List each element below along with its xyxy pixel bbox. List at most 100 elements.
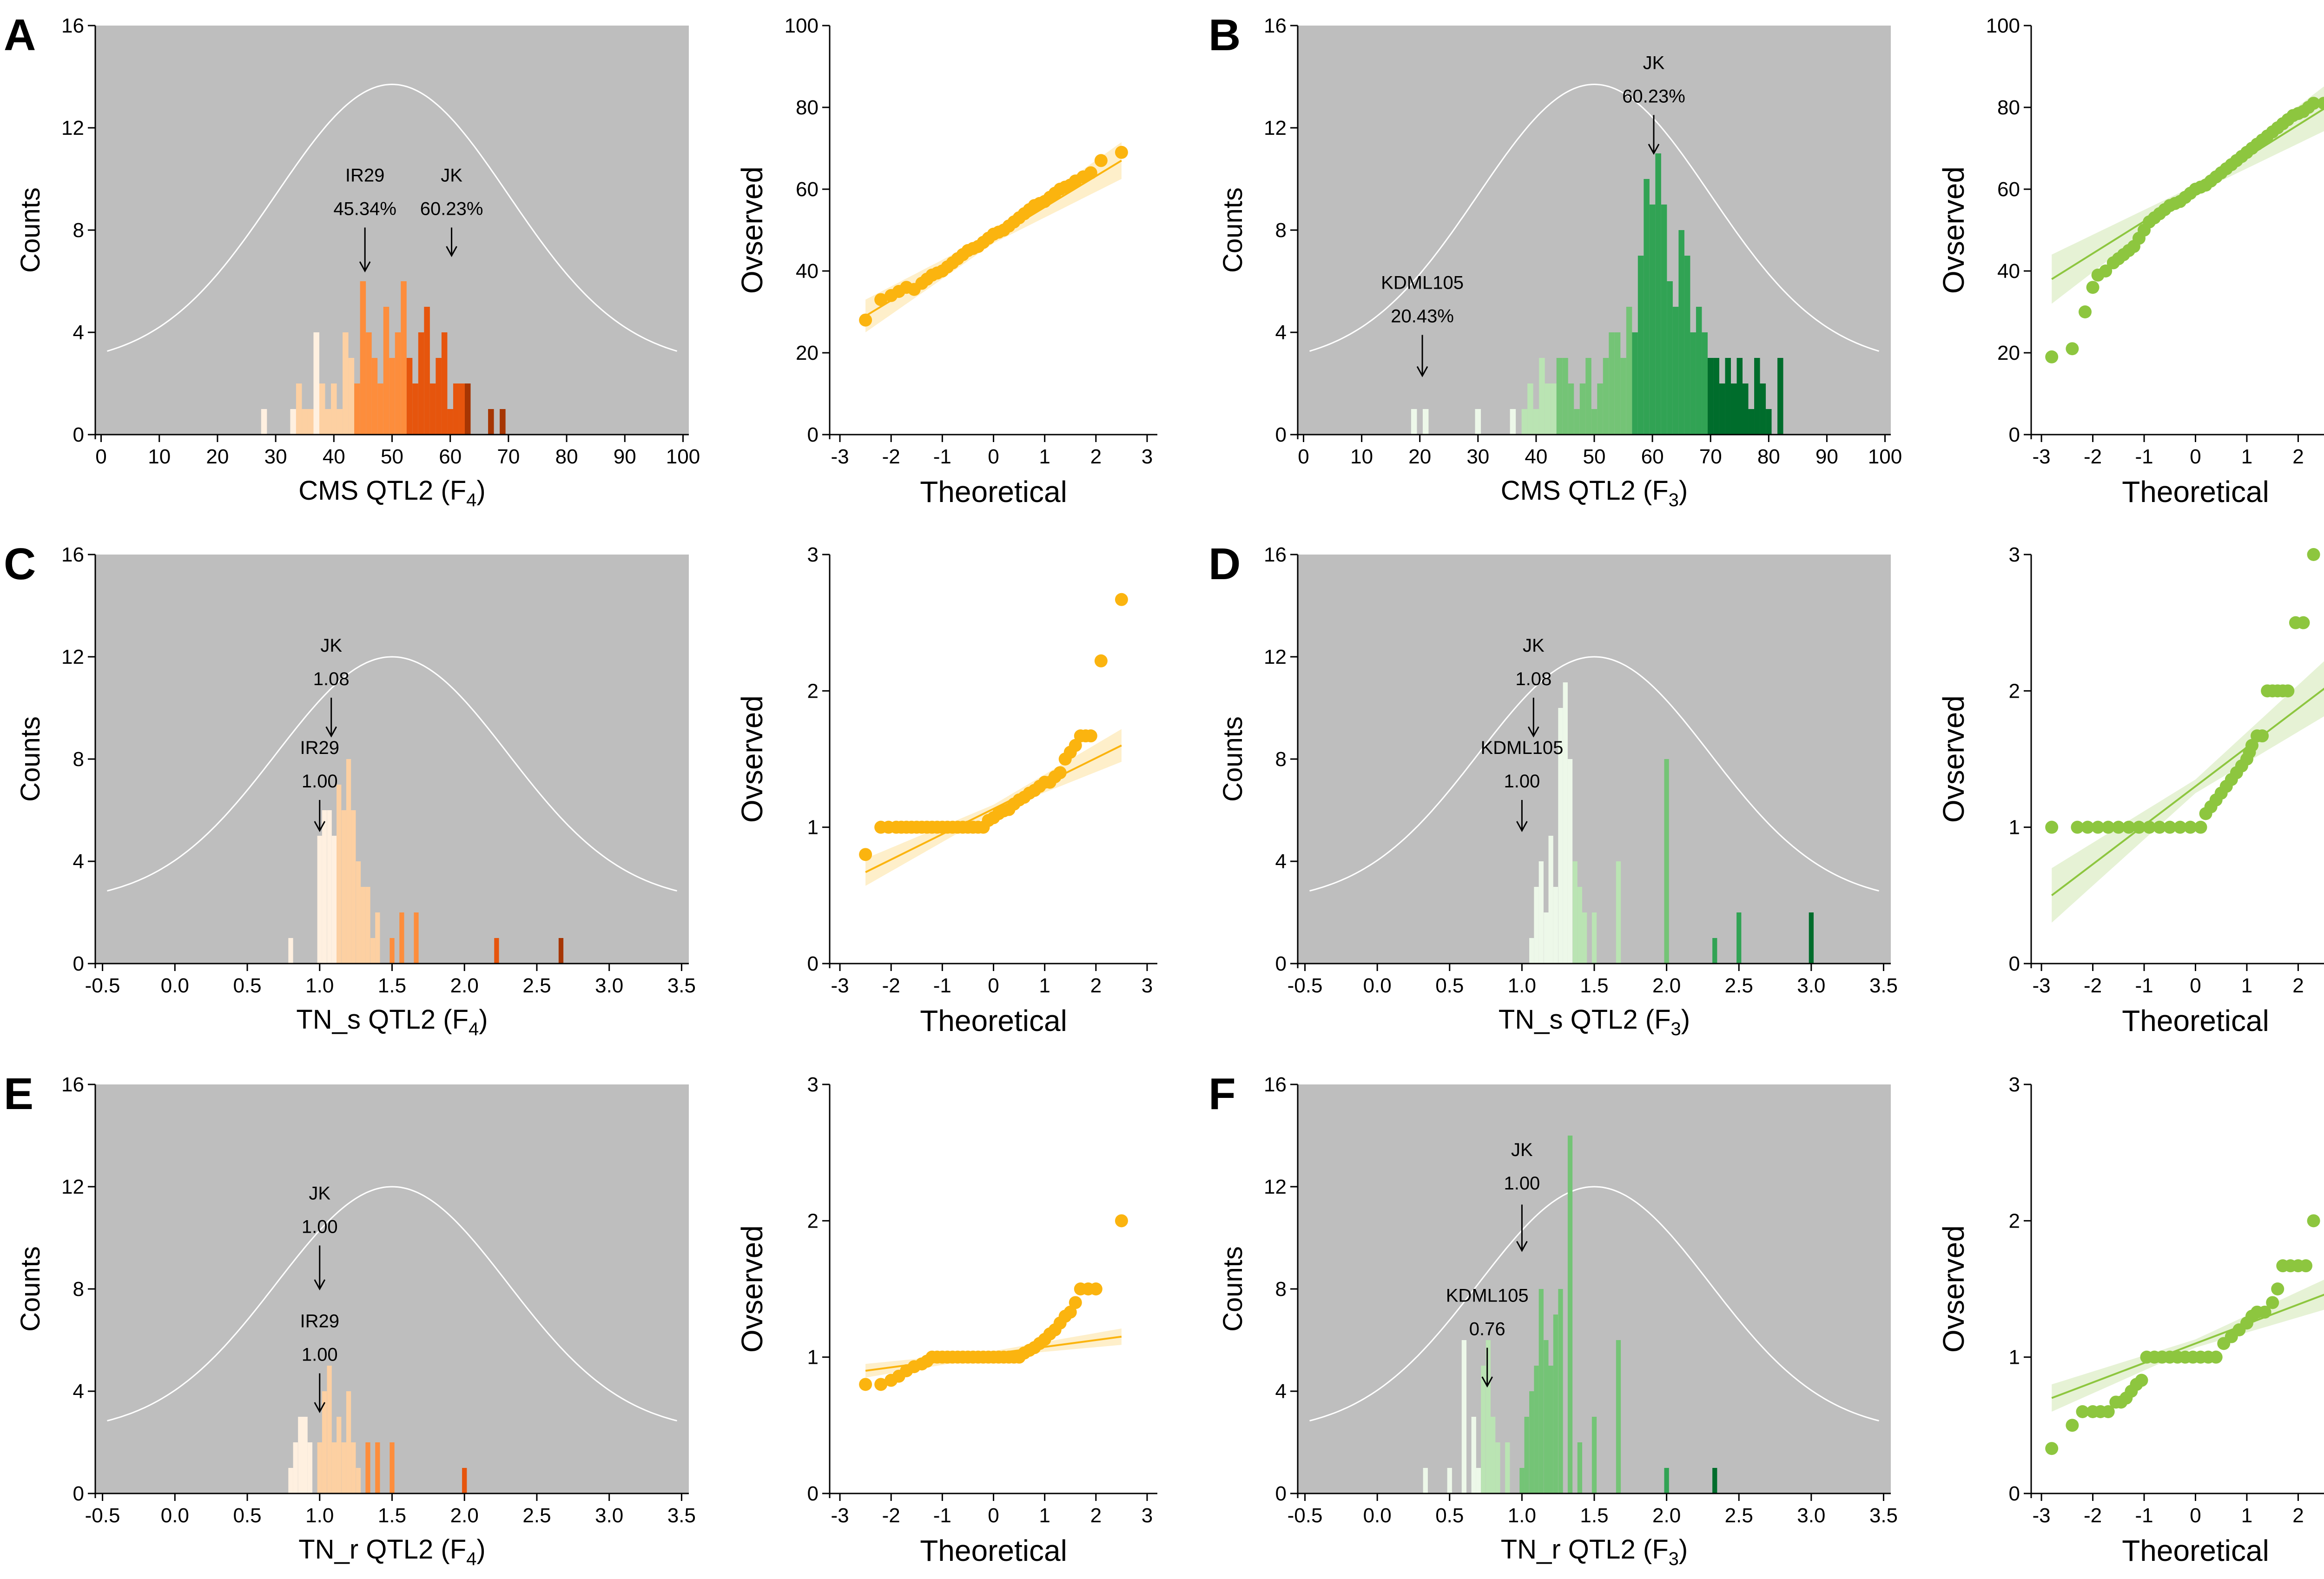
y-tick-label: 0 bbox=[2009, 1482, 2020, 1505]
y-tick-label: 2 bbox=[807, 680, 819, 702]
y-tick-label: 12 bbox=[61, 117, 84, 139]
histogram-bar bbox=[1491, 1417, 1496, 1493]
x-axis-title: TN_s QTL2 (F4) bbox=[296, 1004, 488, 1039]
arrow-head bbox=[1416, 366, 1428, 377]
x-tick-label: 1 bbox=[1039, 445, 1050, 468]
histogram-bar bbox=[1585, 358, 1591, 435]
histogram-bar bbox=[1582, 912, 1587, 964]
x-axis-title-subscript: 4 bbox=[469, 1019, 479, 1039]
histogram-bar bbox=[1730, 383, 1737, 435]
x-tick-label: -2 bbox=[882, 1504, 900, 1527]
x-tick-label: 3.5 bbox=[1869, 974, 1898, 997]
x-tick-label: 0 bbox=[988, 1504, 999, 1527]
histogram-bar bbox=[1644, 179, 1650, 435]
x-tick-label: 0 bbox=[2190, 974, 2201, 997]
x-tick-label: -0.5 bbox=[85, 1504, 120, 1527]
histogram-bar bbox=[365, 1442, 370, 1493]
histogram-bar bbox=[401, 281, 407, 435]
x-tick-label: 2 bbox=[1090, 445, 1102, 468]
x-tick-label: 0.0 bbox=[161, 974, 189, 997]
y-tick-label: 4 bbox=[73, 321, 84, 344]
qq-point bbox=[859, 848, 872, 861]
qq-plot-panel-A_qq: -3 -2 -1 0 1 2 3 0 20 40 60 80 100 Theoretical Ovserve… bbox=[735, 14, 1157, 509]
qq-point bbox=[2281, 684, 2295, 698]
y-tick-label: 3 bbox=[807, 1073, 819, 1096]
arrow-head bbox=[1527, 726, 1539, 738]
y-axis-title: Ovserved bbox=[1937, 166, 1970, 294]
histogram-bar bbox=[1544, 1340, 1549, 1493]
histogram-bar bbox=[261, 409, 267, 435]
histogram-bar bbox=[1579, 383, 1586, 435]
x-tick-label: -2 bbox=[2084, 445, 2102, 468]
y-tick-label: 16 bbox=[61, 543, 84, 566]
y-tick-label: 4 bbox=[73, 1380, 84, 1403]
histogram-bar bbox=[1702, 332, 1708, 435]
annotation-label: JK bbox=[1511, 1140, 1533, 1160]
y-tick-label: 4 bbox=[1275, 321, 1287, 344]
histogram-bar bbox=[1748, 409, 1755, 435]
histogram-bar bbox=[1661, 205, 1667, 435]
x-tick-label: 1.5 bbox=[1580, 974, 1608, 997]
y-tick-label: 100 bbox=[785, 14, 819, 37]
histogram-bar bbox=[361, 887, 366, 964]
qq-point bbox=[2112, 820, 2125, 834]
y-axis-title: Counts bbox=[15, 1246, 46, 1332]
x-tick-label: 60 bbox=[1641, 445, 1664, 468]
y-tick-label: 0 bbox=[807, 1482, 819, 1505]
histogram-bar bbox=[399, 912, 404, 964]
x-tick-label: -3 bbox=[2033, 974, 2051, 997]
qq-point bbox=[2184, 820, 2197, 834]
arrow-head bbox=[359, 261, 371, 273]
histogram-bar bbox=[1563, 682, 1568, 964]
histogram-bar bbox=[390, 938, 395, 964]
histogram-bar bbox=[1626, 307, 1632, 435]
y-tick-label: 60 bbox=[796, 178, 819, 201]
x-tick-label: 1.5 bbox=[1580, 1504, 1608, 1527]
x-axis-title-subscript: 3 bbox=[1671, 1019, 1681, 1039]
histogram-bar bbox=[337, 409, 343, 435]
histogram-bar bbox=[375, 912, 380, 964]
histogram-bar bbox=[390, 1442, 395, 1493]
x-axis-title: Theoretical bbox=[2122, 1534, 2269, 1567]
histogram-bar bbox=[346, 759, 351, 964]
x-tick-label: -3 bbox=[831, 974, 849, 997]
x-tick-label: 1.5 bbox=[378, 974, 406, 997]
x-tick-label: 2 bbox=[2292, 974, 2304, 997]
y-tick-label: 3 bbox=[807, 543, 819, 566]
qq-point bbox=[859, 1378, 872, 1391]
y-tick-label: 20 bbox=[1997, 342, 2020, 364]
histogram-bar bbox=[331, 836, 337, 964]
qq-point bbox=[2163, 820, 2177, 834]
y-tick-label: 0 bbox=[1275, 952, 1287, 975]
x-tick-label: 40 bbox=[1525, 445, 1547, 468]
qq-point bbox=[2066, 1419, 2079, 1432]
x-axis-title-suffix: ) bbox=[476, 1534, 485, 1565]
histogram-bar bbox=[377, 383, 383, 435]
x-tick-label: 2.0 bbox=[450, 1504, 479, 1527]
x-tick-label: 0 bbox=[95, 445, 106, 468]
y-tick-label: 1 bbox=[807, 816, 819, 839]
histogram-bar bbox=[500, 409, 506, 435]
x-axis-title-main: TN_s QTL2 (F bbox=[1499, 1004, 1671, 1035]
x-axis-title-suffix: ) bbox=[476, 476, 485, 506]
panel-label-F: F bbox=[1208, 1069, 1236, 1119]
x-axis-title-main: TN_r QTL2 (F bbox=[1501, 1534, 1669, 1565]
x-tick-label: 2.0 bbox=[1652, 1504, 1681, 1527]
histogram-bar bbox=[356, 861, 361, 964]
histogram-bar bbox=[488, 409, 494, 435]
annotation-value: 1.00 bbox=[1504, 771, 1540, 792]
histogram-bar bbox=[441, 332, 448, 435]
arrow-head bbox=[1481, 1376, 1493, 1388]
histogram-bar bbox=[1558, 1289, 1563, 1493]
y-tick-label: 0 bbox=[73, 952, 84, 975]
x-tick-label: 0 bbox=[1298, 445, 1309, 468]
histogram-bar bbox=[371, 358, 378, 435]
histogram-bar bbox=[1616, 861, 1621, 964]
x-tick-label: 3 bbox=[1142, 974, 1153, 997]
histogram-bar bbox=[1712, 1468, 1717, 1493]
x-axis-title: CMS QTL2 (F3) bbox=[1501, 476, 1688, 510]
annotation-label: JK bbox=[320, 635, 342, 656]
qq-plot-panel-E_qq: -3 -2 -1 0 1 2 3 0 1 2 3 Theoretical Ovserved bbox=[735, 1073, 1157, 1567]
qq-point bbox=[874, 1378, 888, 1391]
